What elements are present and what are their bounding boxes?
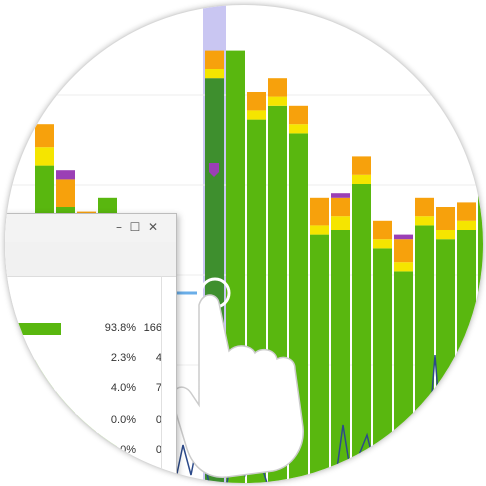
maximize-icon[interactable]: ☐ (129, 220, 141, 234)
bar-segment-minor (35, 124, 54, 148)
bar-segment-minor (457, 202, 476, 221)
bar-segment-warn (247, 110, 266, 120)
breakdown-percent: 2.3% (110, 352, 136, 364)
window-titlebar[interactable]: – ☐ ✕ (5, 214, 176, 243)
bar-segment-minor (394, 239, 413, 263)
bar-segment-warn (310, 225, 329, 235)
bar-segment-warn (394, 262, 413, 272)
breakdown-percent: 0.0% (110, 414, 136, 426)
magnifier-lens: – ☐ ✕ 93.8% 166 2.3% 4 4.0% 7 0.0% 0 0.0% 0 (4, 4, 484, 484)
bar-segment-warn (268, 96, 287, 106)
bar-segment-minor (373, 220, 392, 240)
breakdown-count: 7 (155, 382, 162, 394)
breakdown-table: 93.8% 166 2.3% 4 4.0% 7 0.0% 0 0.0% 0 (5, 276, 176, 483)
bar-segment-warn (457, 220, 476, 230)
bar-segment-critical (56, 170, 75, 180)
breakdown-row: 0.0% 0 (5, 410, 176, 432)
bar-segment-ok (394, 271, 413, 483)
marker-icon (209, 163, 219, 177)
bar-segment-minor (478, 161, 483, 180)
bar-segment-minor (56, 179, 75, 207)
breakdown-window[interactable]: – ☐ ✕ 93.8% 166 2.3% 4 4.0% 7 0.0% 0 0.0% 0 (5, 213, 177, 483)
breakdown-percent: 4.0% (110, 382, 136, 394)
bar-segment-minor (310, 197, 329, 226)
breakdown-percent: 0.0% (110, 444, 136, 456)
breakdown-count: 4 (155, 352, 162, 364)
bar-segment-ok (415, 225, 434, 483)
bar-segment-warn (289, 124, 308, 134)
bar-segment-minor (247, 92, 266, 111)
close-icon[interactable]: ✕ (147, 220, 159, 234)
breakdown-row: 93.8% 166 (5, 318, 176, 340)
breakdown-row: 2.3% 4 (5, 348, 176, 370)
bar-segment-minor (268, 78, 287, 97)
breakdown-percent: 93.8% (104, 322, 136, 334)
bar-segment-warn (352, 174, 371, 184)
bar-segment-minor (352, 156, 371, 175)
table-divider (161, 276, 162, 483)
bar-segment-minor (331, 197, 350, 217)
bar-segment-warn (35, 147, 54, 166)
bar-segment-minor (205, 50, 224, 69)
window-toolbar (5, 242, 176, 277)
minimize-icon[interactable]: – (116, 220, 122, 234)
breakdown-bar (18, 323, 61, 335)
breakdown-count: 166 (143, 322, 162, 334)
breakdown-row: 0.0% 0 (5, 440, 176, 462)
bar-segment-critical (394, 234, 413, 240)
bar-segment-critical (331, 193, 350, 198)
bar-segment-warn (205, 69, 224, 79)
bar-segment-warn (436, 230, 455, 240)
hand-cursor-icon (171, 294, 304, 478)
bar-segment-minor (415, 197, 434, 217)
bar-segment-ok (478, 188, 483, 483)
bar-segment-ok (352, 184, 371, 483)
bar-segment-warn (373, 239, 392, 249)
bar-segment-ok (331, 230, 350, 483)
breakdown-count: 0 (155, 444, 162, 456)
bar-segment-ok (457, 230, 476, 483)
bar-segment-warn (415, 216, 434, 226)
bar-segment-ok (373, 248, 392, 483)
bar-segment-minor (436, 207, 455, 230)
breakdown-row: 4.0% 7 (5, 378, 176, 400)
bar-segment-minor (289, 105, 308, 125)
breakdown-count: 0 (155, 414, 162, 426)
bar-segment-warn (478, 179, 483, 189)
bar-segment-ok (310, 234, 329, 483)
bar-segment-warn (331, 216, 350, 230)
bar-segment-ok (436, 239, 455, 483)
